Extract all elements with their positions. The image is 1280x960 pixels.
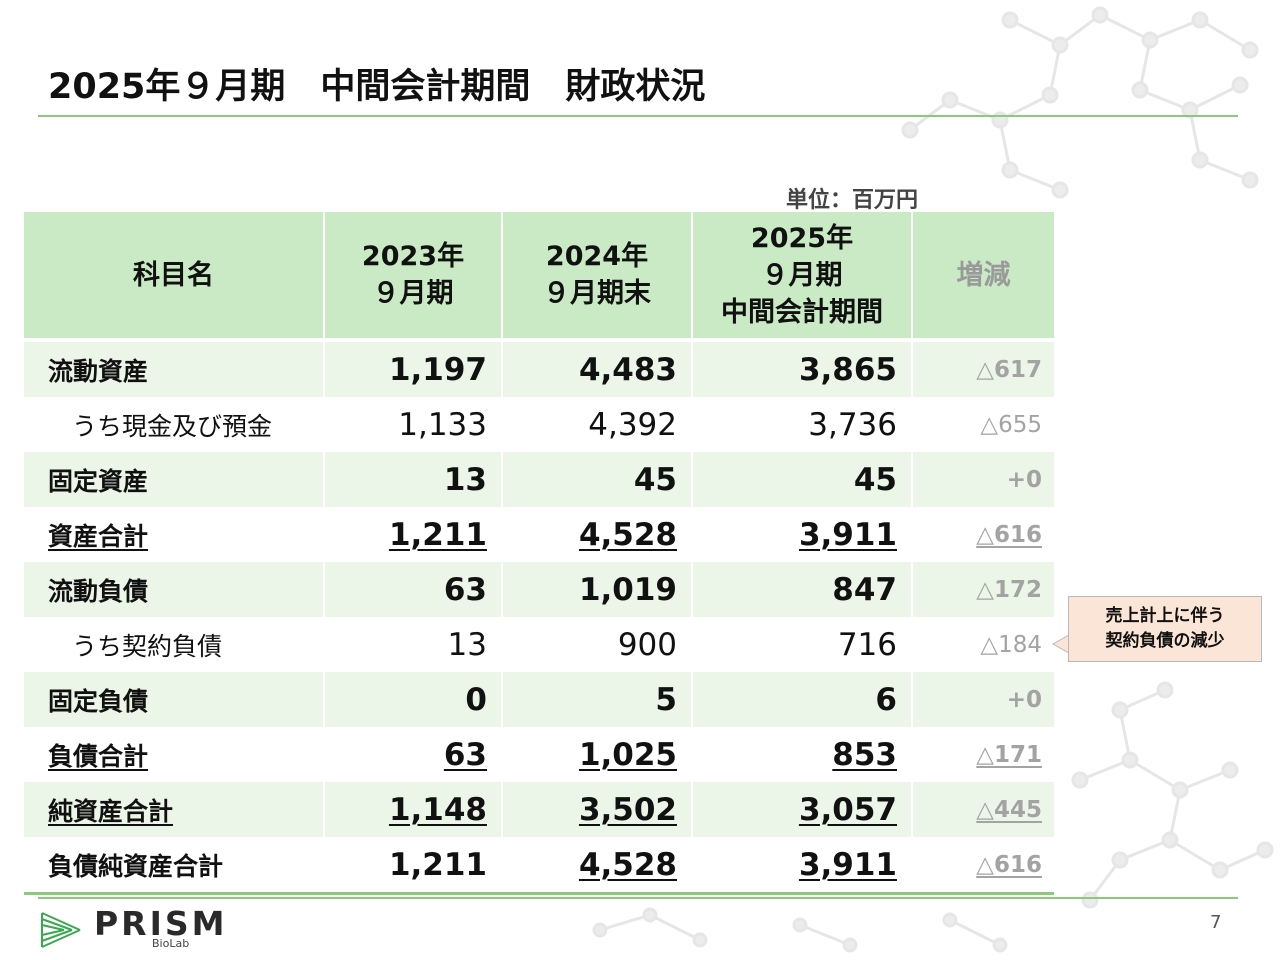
cell-2025: 716	[692, 617, 913, 672]
table-row: 負債合計 63 1,025 853 △171	[24, 727, 1054, 782]
cell-change: △172	[912, 562, 1054, 617]
row-label: 負債純資産合計	[24, 837, 325, 895]
row-label: 固定資産	[24, 452, 325, 507]
logo-wordmark: PRISM	[94, 904, 228, 943]
header-fy2023: 2023年 ９月期	[324, 212, 503, 342]
cell-2023: 1,211	[324, 837, 503, 895]
cell-2023: 63	[443, 736, 487, 773]
cell-2024: 3,502	[578, 791, 677, 828]
callout-line-2: 契約負債の減少	[1105, 631, 1225, 651]
cell-2024: 5	[502, 672, 693, 727]
table-row: うち契約負債 13 900 716 △184	[24, 617, 1054, 672]
header-change: 増減	[912, 212, 1054, 342]
cell-2025: 853	[832, 736, 897, 773]
table-row: 流動負債 63 1,019 847 △172	[24, 562, 1054, 617]
cell-2024: 4,483	[502, 340, 693, 397]
cell-change: △171	[976, 741, 1042, 768]
row-label: うち現金及び預金	[24, 397, 325, 452]
row-label: 負債合計	[48, 741, 149, 771]
table-row: 固定負債 0 5 6 +0	[24, 672, 1054, 727]
cell-change: △184	[912, 617, 1054, 672]
cell-2023: 0	[324, 672, 503, 727]
cell-2025: 45	[692, 452, 913, 507]
contract-liability-callout: 売上計上に伴う 契約負債の減少	[1068, 596, 1262, 662]
page-title: 2025年９月期 中間会計期間 財政状況	[48, 67, 706, 107]
header-account-name: 科目名	[24, 212, 325, 342]
logo-subtext: BioLab	[152, 937, 190, 950]
cell-change: △617	[912, 340, 1054, 397]
unit-label: 単位：百万円	[786, 188, 919, 213]
cell-2023: 1,148	[388, 791, 487, 828]
cell-2025: 3,057	[798, 791, 897, 828]
cell-2024: 45	[502, 452, 693, 507]
cell-2025: 3,865	[692, 340, 913, 397]
header-fy2024: 2024年 ９月期末	[502, 212, 693, 342]
cell-2024: 4,528	[578, 516, 677, 553]
cell-2025: 3,911	[798, 846, 897, 883]
cell-change: +0	[912, 672, 1054, 727]
cell-2023: 1,211	[388, 516, 487, 553]
table-row: 資産合計 1,211 4,528 3,911 △616	[24, 507, 1054, 562]
table-row: うち現金及び預金 1,133 4,392 3,736 △655	[24, 397, 1054, 452]
balance-sheet-table: 科目名 2023年 ９月期 2024年 ９月期末 2025年 ９月期 中間会計期…	[24, 212, 1054, 895]
prism-logo-icon	[41, 912, 81, 948]
row-label: うち契約負債	[24, 617, 325, 672]
page-number: 7	[1210, 912, 1222, 933]
cell-change: +0	[912, 452, 1054, 507]
row-label: 固定負債	[24, 672, 325, 727]
cell-2025: 847	[692, 562, 913, 617]
cell-2024: 1,025	[578, 736, 677, 773]
cell-2023: 1,133	[324, 397, 503, 452]
row-label: 流動負債	[24, 562, 325, 617]
header-fy2025-interim: 2025年 ９月期 中間会計期間	[692, 212, 913, 342]
cell-2024: 4,392	[502, 397, 693, 452]
row-label: 資産合計	[48, 521, 149, 551]
row-label: 流動資産	[24, 340, 325, 397]
callout-line-1: 売上計上に伴う	[1105, 606, 1225, 626]
cell-2024: 900	[502, 617, 693, 672]
footer-divider	[38, 897, 1238, 899]
table-header-row: 科目名 2023年 ９月期 2024年 ９月期末 2025年 ９月期 中間会計期…	[24, 212, 1054, 342]
table-row: 固定資産 13 45 45 +0	[24, 452, 1054, 507]
cell-2023: 13	[324, 452, 503, 507]
cell-2023: 13	[324, 617, 503, 672]
cell-2024: 1,019	[502, 562, 693, 617]
table-row: 流動資産 1,197 4,483 3,865 △617	[24, 340, 1054, 397]
title-divider	[38, 115, 1238, 117]
table-row: 負債純資産合計 1,211 4,528 3,911 △616	[24, 837, 1054, 895]
cell-change: △616	[976, 851, 1042, 878]
cell-2025: 3,911	[798, 516, 897, 553]
cell-2025: 6	[692, 672, 913, 727]
row-label: 純資産合計	[48, 796, 174, 826]
cell-2024: 4,528	[578, 846, 677, 883]
cell-change: △445	[976, 796, 1042, 823]
cell-2023: 1,197	[324, 340, 503, 397]
cell-change: △616	[976, 521, 1042, 548]
cell-2023: 63	[324, 562, 503, 617]
cell-2025: 3,736	[692, 397, 913, 452]
table-row: 純資産合計 1,148 3,502 3,057 △445	[24, 782, 1054, 837]
cell-change: △655	[912, 397, 1054, 452]
